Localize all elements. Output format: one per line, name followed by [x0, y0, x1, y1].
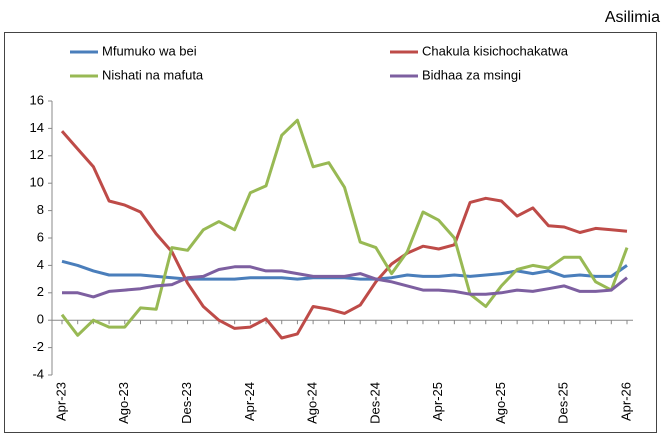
- y-tick-label: 4: [37, 257, 44, 272]
- legend-label: Bidhaa za msingi: [422, 67, 521, 82]
- x-tick-label: Apr-24: [242, 382, 257, 421]
- chart-title: Asilimia: [605, 9, 660, 26]
- x-tick-label: Apr-26: [618, 382, 633, 421]
- legend-label: Chakula kisichochakatwa: [422, 43, 569, 58]
- x-tick-label: Des-23: [179, 382, 194, 424]
- x-tick-label: Des-24: [367, 382, 382, 424]
- legend-label: Nishati na mafuta: [102, 67, 204, 82]
- y-tick-label: -4: [32, 366, 44, 381]
- x-tick-label: Des-25: [556, 382, 571, 424]
- y-tick-label: 12: [30, 147, 44, 162]
- y-tick-label: 0: [37, 312, 44, 327]
- y-tick-label: 8: [37, 202, 44, 217]
- x-tick-label: Ago-25: [493, 382, 508, 424]
- y-tick-label: 6: [37, 229, 44, 244]
- x-tick-label: Apr-25: [430, 382, 445, 421]
- x-tick-label: Ago-24: [305, 382, 320, 424]
- series-line: [60, 130, 628, 340]
- x-tick-label: Ago-23: [116, 382, 131, 424]
- y-tick-label: 14: [30, 120, 44, 135]
- y-tick-label: 16: [30, 92, 44, 107]
- y-tick-label: 2: [37, 284, 44, 299]
- x-tick-label: Apr-23: [53, 382, 68, 421]
- y-tick-label: -2: [32, 339, 44, 354]
- series-line: [60, 118, 629, 337]
- series-line: [62, 265, 628, 299]
- chart-frame: [4, 32, 657, 433]
- legend-label: Mfumuko wa bei: [102, 43, 197, 58]
- y-tick-label: 10: [30, 175, 44, 190]
